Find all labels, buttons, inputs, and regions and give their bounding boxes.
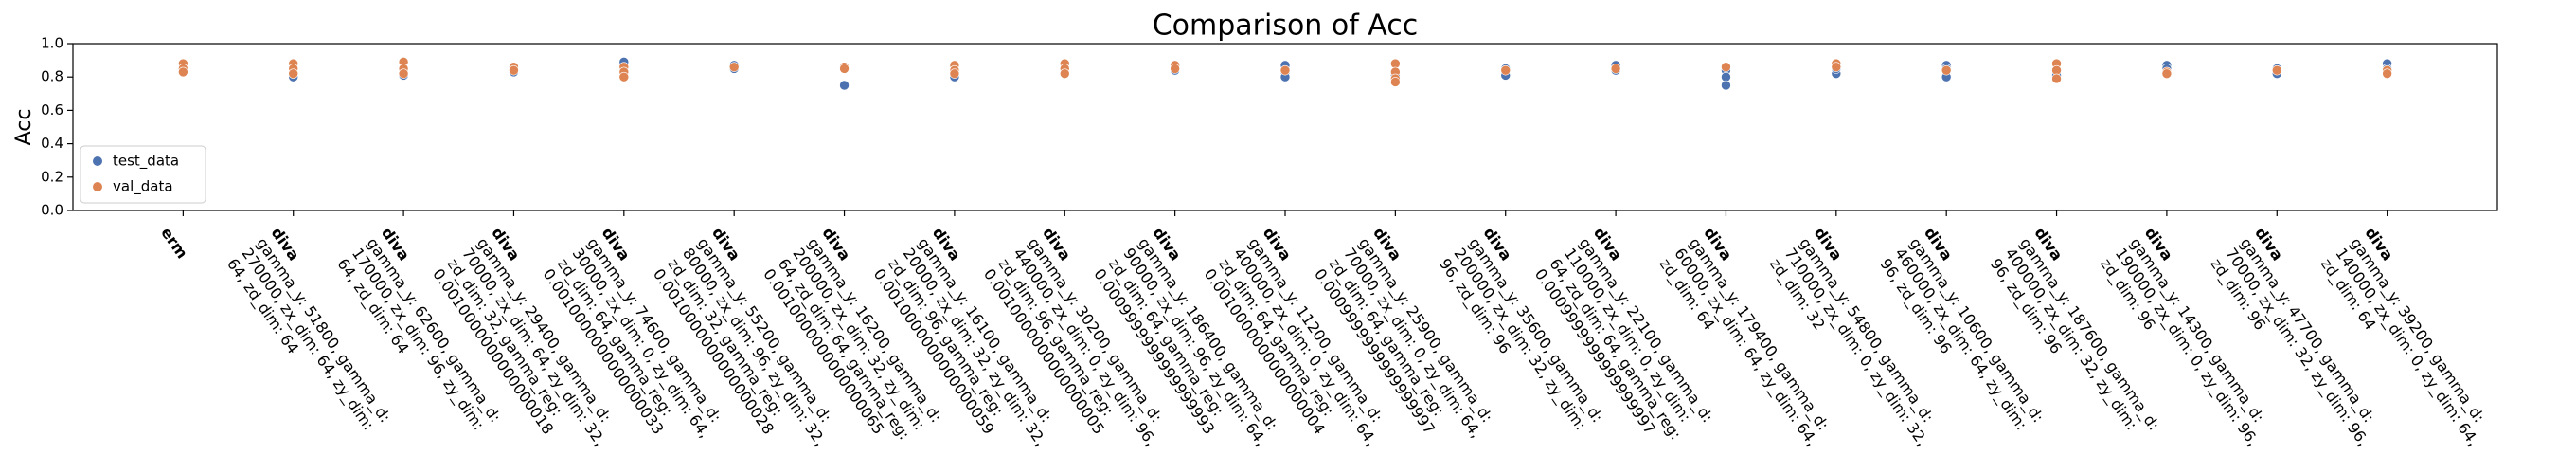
data-point [1390,77,1401,87]
data-point [839,80,850,91]
legend-label: val_data [113,178,173,196]
y-axis-label: Acc [12,109,36,146]
data-point [618,71,630,82]
y-tick-label: 0.0 [41,202,63,219]
data-point [1170,64,1180,74]
data-point [2161,68,2173,79]
data-point [2271,64,2282,76]
y-tick-label: 0.6 [41,101,63,118]
data-point [178,66,188,78]
data-point [1279,64,1291,76]
legend-label: test_data [113,153,179,171]
data-point [1941,64,1952,76]
x-tick-label-method: erm [157,224,191,262]
data-point [1831,62,1842,72]
data-point [949,68,960,79]
data-point [509,64,519,76]
data-point [2051,73,2062,84]
data-point [728,62,740,72]
y-tick-label: 0.8 [41,68,63,85]
y-tick-label: 0.4 [41,135,63,152]
legend-marker [93,156,102,166]
data-point [1721,62,1731,72]
legend-marker [93,182,102,191]
data-point [1500,64,1512,76]
data-point [1721,71,1731,82]
legend-box [80,145,206,204]
data-point [1721,80,1731,91]
chart-title: Comparison of Acc [1153,9,1419,43]
y-tick-label: 0.2 [41,168,63,185]
data-point [1059,68,1070,79]
data-point [839,64,850,74]
x-tick-label: erm [157,224,191,262]
y-tick-label: 1.0 [41,35,63,52]
data-point [398,68,409,79]
data-point [2382,68,2392,79]
data-point [1610,64,1621,74]
data-point [288,68,299,79]
